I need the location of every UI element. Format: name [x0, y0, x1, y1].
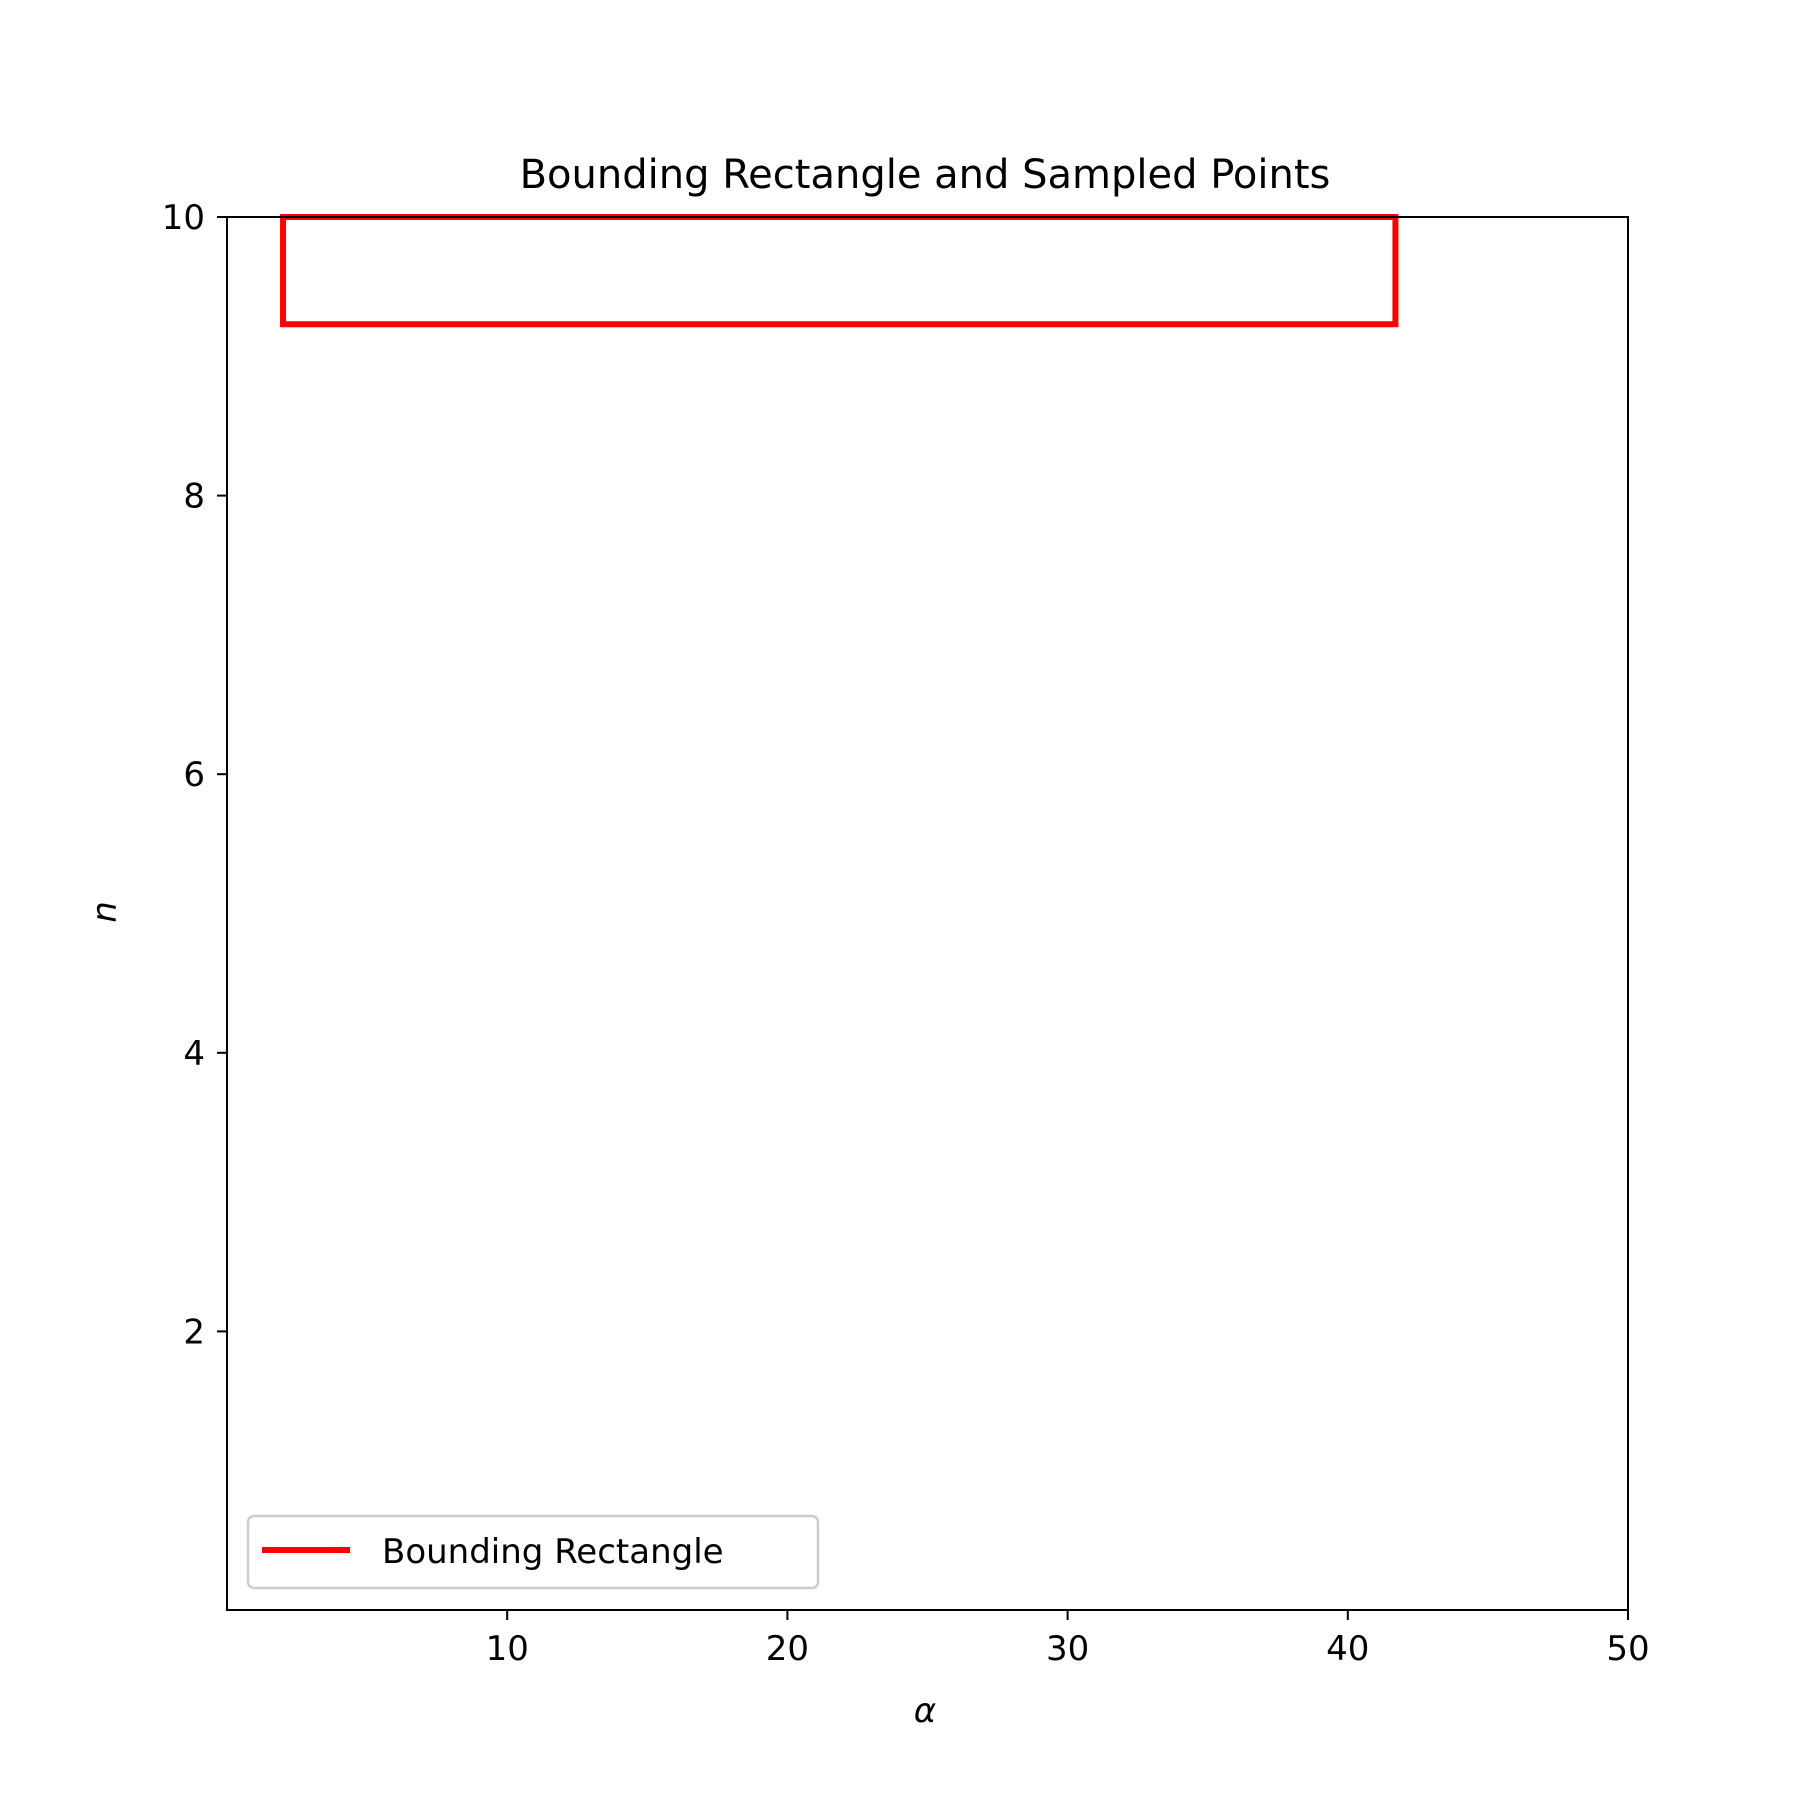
y-tick-label: 2 [183, 1312, 205, 1352]
x-axis-label: α [914, 1691, 936, 1731]
x-tick-label: 50 [1606, 1629, 1649, 1669]
x-tick-label: 30 [1046, 1629, 1089, 1669]
chart-title: Bounding Rectangle and Sampled Points [520, 152, 1331, 198]
y-tick-label: 10 [162, 198, 205, 238]
x-tick-label: 20 [766, 1629, 809, 1669]
legend-box [246, 1514, 820, 1590]
y-axis-label: n [85, 901, 125, 923]
legend-label-bounding-rectangle: Bounding Rectangle [382, 1532, 724, 1572]
y-tick-label: 4 [183, 1034, 205, 1074]
x-tick-label: 40 [1326, 1629, 1369, 1669]
axes-frame [226, 216, 1629, 1611]
axis-ticks: 10 20 30 40 50 2 4 6 8 10 [162, 198, 1650, 1669]
legend: Bounding Rectangle [246, 1514, 820, 1590]
y-tick-label: 6 [183, 755, 205, 795]
x-tick-label: 10 [486, 1629, 529, 1669]
y-tick-label: 8 [183, 477, 205, 517]
